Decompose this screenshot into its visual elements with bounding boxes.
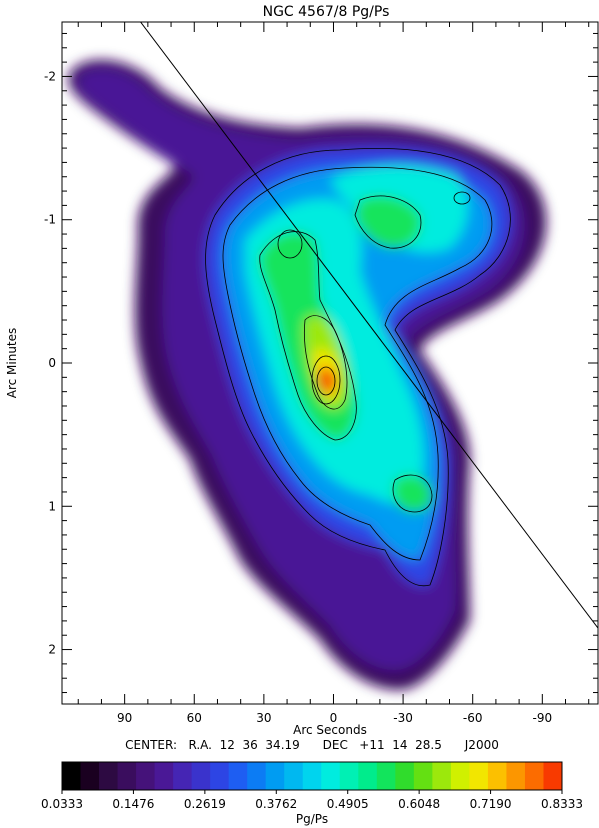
colorbar-swatch: [247, 762, 267, 790]
colorbar-swatch: [136, 762, 156, 790]
x-tick-label: 0: [330, 711, 338, 725]
y-tick-label: -2: [44, 69, 56, 83]
chart-title: NGC 4567/8 Pg/Ps: [263, 4, 390, 20]
contour-outline-c: [259, 231, 357, 441]
contour-outline-i: [277, 229, 303, 259]
level-peak: [318, 371, 334, 391]
contour-outline-g: [354, 195, 422, 249]
annotation-line: [139, 22, 598, 629]
colorbar-swatch: [80, 762, 100, 790]
colorbar-tick-label: 0.4905: [327, 797, 369, 811]
y-tick-label: 0: [48, 356, 56, 370]
colorbar-swatch: [487, 762, 507, 790]
colorbar-swatch: [99, 762, 119, 790]
colorbar-swatch: [395, 762, 415, 790]
colorbar-swatch: [524, 762, 544, 790]
colorbar-swatch: [62, 762, 82, 790]
contour-outline-d: [303, 315, 348, 410]
colorbar-tick-label: 0.0333: [41, 797, 83, 811]
center-coordinates: CENTER: R.A. 12 36 34.19 DEC +11 14 28.5…: [125, 738, 499, 752]
colorbar-swatch: [302, 762, 322, 790]
x-tick-label: -90: [533, 711, 553, 725]
contour-outline-b: [222, 166, 493, 561]
y-tick-label: 2: [48, 643, 56, 657]
colorbar-tick-label: 0.6048: [398, 797, 440, 811]
y-tick-label: -1: [44, 213, 56, 227]
colorbar-swatch: [228, 762, 248, 790]
colorbar-swatch: [265, 762, 285, 790]
colorbar-swatch: [117, 762, 137, 790]
colorbar-swatch: [339, 762, 359, 790]
colorbar-swatch: [413, 762, 433, 790]
colorbar-tick-label: 0.1476: [112, 797, 154, 811]
colorbar: [62, 762, 563, 790]
contour-outline-a: [205, 147, 511, 587]
y-tick-label: 1: [48, 499, 56, 513]
x-tick-label: 60: [187, 711, 202, 725]
colorbar-swatch: [543, 762, 563, 790]
colorbar-swatch: [191, 762, 211, 790]
contour-outline-j: [453, 191, 471, 205]
x-tick-label: -60: [463, 711, 483, 725]
y-axis-label: Arc Minutes: [5, 328, 19, 399]
colorbar-swatch: [173, 762, 193, 790]
colorbar-swatch: [210, 762, 230, 790]
colorbar-swatch: [450, 762, 470, 790]
colorbar-swatch: [432, 762, 452, 790]
level-6: [259, 195, 432, 512]
contour-lines: [205, 147, 511, 587]
contour-outline-h: [392, 474, 433, 513]
colorbar-swatch: [506, 762, 526, 790]
colorbar-tick-label: 0.8333: [541, 797, 583, 811]
colorbar-tick-label: 0.7190: [470, 797, 512, 811]
x-tick-label: -30: [393, 711, 413, 725]
x-tick-label: 90: [117, 711, 132, 725]
colorbar-swatch: [376, 762, 396, 790]
colorbar-ticks: 0.0333 0.1476 0.2619 0.3762 0.4905 0.6048 0.71…: [41, 790, 583, 811]
y-axis: -2 -1 0 1 2: [44, 32, 598, 694]
colorbar-swatch: [358, 762, 378, 790]
colorbar-tick-label: 0.3762: [255, 797, 297, 811]
plot-area: [68, 22, 598, 690]
x-tick-label: 30: [256, 711, 271, 725]
emission-map: [68, 59, 547, 690]
colorbar-swatch: [154, 762, 174, 790]
x-axis: 90 60 30 0 -30 -60 -90: [77, 22, 590, 725]
colorbar-label: Pg/Ps: [296, 812, 328, 826]
colorbar-tick-label: 0.2619: [184, 797, 226, 811]
x-axis-label: Arc Seconds: [293, 723, 367, 737]
colorbar-frame: [61, 761, 563, 791]
colorbar-swatch: [469, 762, 489, 790]
colorbar-swatch: [321, 762, 341, 790]
contour-outline-e: [311, 355, 341, 405]
colorbar-swatch: [284, 762, 304, 790]
contour-outline-f: [316, 366, 336, 396]
